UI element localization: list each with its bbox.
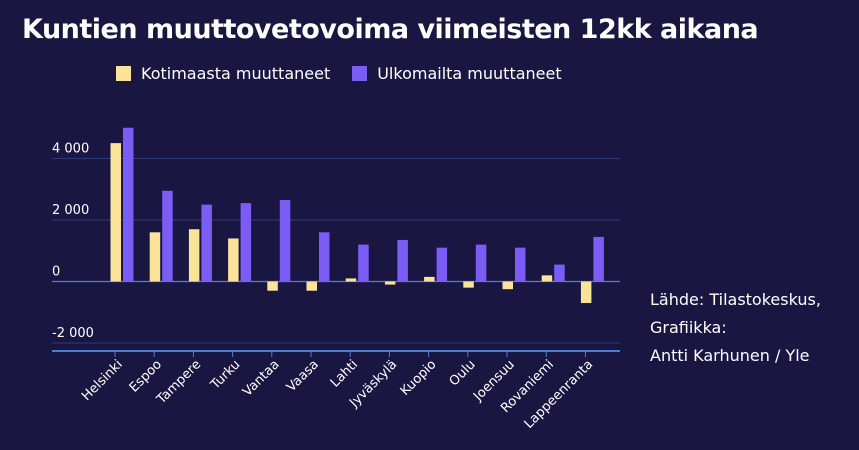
category-label-1: Espoo (127, 357, 165, 395)
legend-label-domestic: Kotimaasta muuttaneet (141, 64, 331, 83)
source-line-2: Grafiikka: (650, 318, 727, 337)
legend-label-foreign: Ulkomailta muuttaneet (377, 64, 562, 83)
bar-foreign-jyväskylä (397, 239, 408, 282)
bar-foreign-oulu (475, 244, 487, 282)
bar-foreign-turku (240, 203, 252, 282)
source-line-1: Lähde: Tilastokeskus, (650, 290, 821, 309)
bar-domestic-helsinki (110, 143, 121, 282)
bar-foreign-espoo (162, 190, 173, 282)
bar-foreign-rovaniemi (554, 264, 565, 282)
bar-domestic-lappeenranta (580, 281, 592, 304)
bar-foreign-vaasa (319, 232, 330, 282)
category-label-3: Turku (207, 357, 243, 393)
bar-foreign-tampere (201, 204, 212, 282)
category-label-12: Lappeenranta (522, 357, 597, 432)
legend-item-domestic: Kotimaasta muuttaneet (116, 64, 330, 83)
bar-foreign-lappeenranta (593, 236, 604, 282)
category-label-4: Vantaa (240, 357, 283, 400)
legend: Kotimaasta muuttaneet Ulkomailta muuttan… (116, 64, 584, 83)
bar-domestic-kuopio (424, 276, 435, 282)
legend-swatch-domestic (116, 66, 131, 81)
category-label-0: Helsinki (79, 357, 126, 404)
source-line-3: Antti Karhunen / Yle (650, 346, 810, 365)
legend-swatch-foreign (352, 66, 368, 81)
y-tick-label-3: -2 000 (52, 326, 94, 341)
y-tick-label-1: 2 000 (52, 203, 89, 218)
bar-domestic-vaasa (306, 281, 317, 291)
bar-foreign-lahti (358, 244, 369, 282)
y-tick-label-0: 4 000 (52, 142, 89, 157)
category-label-9: Oulu (447, 357, 479, 389)
bar-domestic-lahti (345, 278, 357, 282)
bar-domestic-rovaniemi (541, 275, 553, 282)
legend-item-foreign: Ulkomailta muuttaneet (352, 64, 562, 83)
bar-domestic-jyväskylä (384, 281, 396, 285)
bar-domestic-espoo (149, 232, 161, 282)
bar-domestic-turku (228, 238, 239, 282)
bar-foreign-helsinki (123, 127, 134, 282)
bar-foreign-joensuu (515, 247, 526, 282)
chart-title: Kuntien muuttovetovoima viimeisten 12kk … (22, 14, 759, 45)
category-label-5: Vaasa (284, 357, 322, 395)
bar-foreign-vantaa (279, 200, 291, 282)
bar-domestic-tampere (188, 229, 200, 282)
bar-domestic-oulu (463, 281, 474, 288)
bar-foreign-kuopio (436, 247, 448, 282)
bar-domestic-vantaa (267, 281, 278, 291)
bar-domestic-joensuu (502, 281, 513, 290)
category-label-6: Lahti (328, 357, 361, 390)
source-note: Lähde: Tilastokeskus, Grafiikka: Antti K… (650, 286, 821, 370)
category-label-8: Kuopio (398, 357, 440, 399)
y-tick-label-2: 0 (52, 265, 60, 280)
